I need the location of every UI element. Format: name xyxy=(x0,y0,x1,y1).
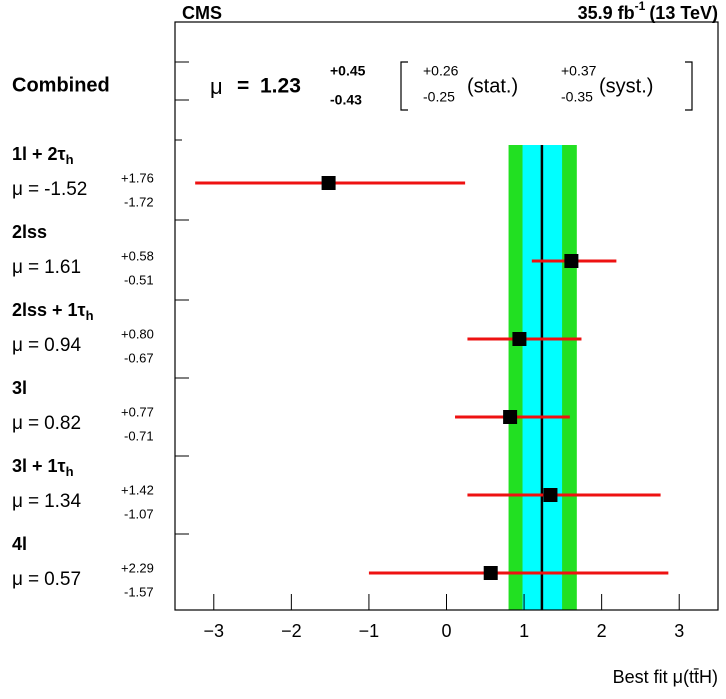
channel-mu: μ = 1.34 xyxy=(12,491,81,512)
mu-symbol: μ xyxy=(12,413,23,434)
y-frame-ticks xyxy=(175,61,189,535)
err-up-label: +0.58 xyxy=(121,248,154,263)
mu-value: -1.52 xyxy=(44,179,87,200)
channel-name: 3l + 1τh xyxy=(12,456,74,480)
err-down-label: -1.07 xyxy=(124,506,154,521)
point xyxy=(512,332,527,346)
equals: = xyxy=(28,179,39,200)
mu-value: 1.34 xyxy=(44,491,81,512)
mu-symbol: μ xyxy=(12,257,23,278)
err-up-label: +0.77 xyxy=(121,404,154,419)
combined-value: 1.23 xyxy=(260,75,301,98)
stat-down: -0.25 xyxy=(423,89,455,105)
syst-text: (syst.) xyxy=(599,75,653,97)
channel-name: 2lss xyxy=(12,222,47,242)
channel-mu: μ = 0.57 xyxy=(12,569,81,590)
channel-name-main: 2lss + 1τ xyxy=(12,300,86,320)
channel-mu: μ = -1.52 xyxy=(12,179,87,200)
mu-symbol: μ xyxy=(210,74,223,99)
equals: = xyxy=(237,75,249,98)
err-up-label: +1.76 xyxy=(121,170,154,185)
err-down-label: -0.67 xyxy=(124,350,154,365)
mu-symbol: μ xyxy=(12,179,23,200)
channel-mu: μ = 0.94 xyxy=(12,335,81,356)
x-tick-label: 3 xyxy=(674,621,684,641)
x-tick-label: −3 xyxy=(204,621,225,641)
x-tick-label: 1 xyxy=(519,621,529,641)
equals: = xyxy=(28,335,39,356)
channel-name-sub: h xyxy=(66,464,74,479)
point xyxy=(543,488,558,502)
point xyxy=(483,566,498,580)
point xyxy=(503,410,518,424)
channel-mu: μ = 0.82 xyxy=(12,413,81,434)
channel-name-main: 4l xyxy=(12,534,27,554)
equals: = xyxy=(28,491,39,512)
x-axis-label: Best fit μ(tt̄H) xyxy=(613,667,718,687)
mu-value: 0.57 xyxy=(44,569,81,590)
lumi-energy: (13 TeV) xyxy=(649,3,718,23)
channel-name: 4l xyxy=(12,534,27,554)
stat-up: +0.26 xyxy=(423,63,459,79)
equals: = xyxy=(28,413,39,434)
equals: = xyxy=(28,257,39,278)
mu-value: 1.61 xyxy=(44,257,81,278)
lumi: 35.9 fb-1 (13 TeV) xyxy=(578,0,718,23)
channel-name-sub: h xyxy=(66,152,74,167)
bracket xyxy=(400,61,693,111)
mu-symbol: μ xyxy=(12,491,23,512)
lumi-sup: -1 xyxy=(635,0,646,13)
x-tick-label: 0 xyxy=(441,621,451,641)
combined-err-down: -0.43 xyxy=(330,92,362,108)
x-tick-label: −1 xyxy=(359,621,380,641)
frame xyxy=(174,21,719,611)
equals: = xyxy=(28,569,39,590)
lumi-value: 35.9 fb xyxy=(578,3,635,23)
channel-name-main: 3l + 1τ xyxy=(12,456,66,476)
err-up-label: +0.80 xyxy=(121,326,154,341)
mu-value: 0.94 xyxy=(44,335,81,356)
err-down-label: -0.71 xyxy=(124,428,154,443)
channel-name: 3l xyxy=(12,378,27,398)
x-tick-label: −2 xyxy=(281,621,302,641)
channel-name: 2lss + 1τh xyxy=(12,300,94,324)
err-down-label: -1.72 xyxy=(124,194,154,209)
channel-mu: μ = 1.61 xyxy=(12,257,81,278)
err-down-label: -1.57 xyxy=(124,584,154,599)
syst-down: -0.35 xyxy=(561,89,593,105)
err-down-label: -0.51 xyxy=(124,272,154,287)
point xyxy=(564,254,579,268)
channel-name: 1l + 2τh xyxy=(12,144,74,168)
stat-text: (stat.) xyxy=(467,75,518,97)
channel-name-main: 2lss xyxy=(12,222,47,242)
channel-name-main: 1l + 2τ xyxy=(12,144,66,164)
x-tick-label: 2 xyxy=(597,621,607,641)
channel-name-sub: h xyxy=(86,308,94,323)
err-up-label: +1.42 xyxy=(121,482,154,497)
mu-value: 0.82 xyxy=(44,413,81,434)
mu-symbol: μ xyxy=(12,335,23,356)
syst-up: +0.37 xyxy=(561,63,597,79)
channel-name-main: 3l xyxy=(12,378,27,398)
experiment: CMS xyxy=(182,3,222,23)
point xyxy=(321,176,336,190)
mu-symbol: μ xyxy=(12,569,23,590)
err-up-label: +2.29 xyxy=(121,560,154,575)
combined-name: Combined xyxy=(12,74,110,96)
combined-err-up: +0.45 xyxy=(330,63,366,79)
